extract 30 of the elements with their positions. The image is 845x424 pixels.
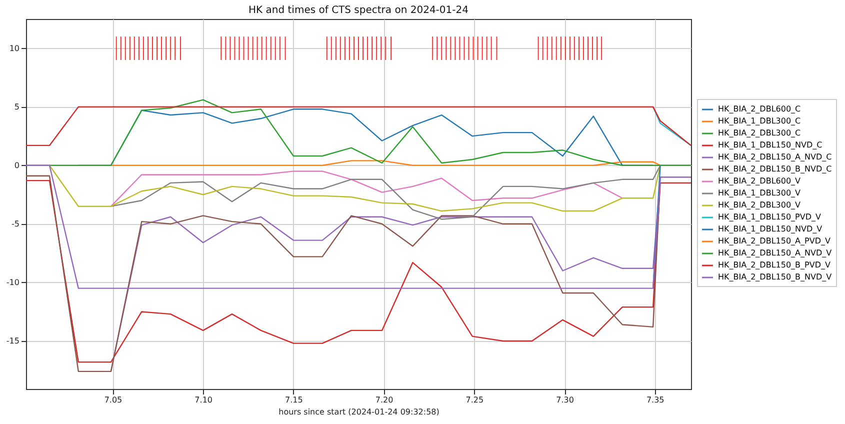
y-tick-label: 5: [14, 102, 20, 112]
legend-label: HK_BIA_2_DBL150_A_NVD_C: [718, 152, 832, 162]
x-tick-label: 7.15: [285, 396, 303, 404]
legend-label: HK_BIA_2_DBL600_V: [718, 176, 802, 186]
legend-label: HK_BIA_2_DBL600_C: [718, 104, 802, 114]
x-tick-label: 7.35: [646, 396, 664, 404]
legend-label: HK_BIA_2_DBL300_C: [718, 128, 802, 138]
legend-label: HK_BIA_1_DBL150_NVD_V: [718, 224, 823, 234]
x-tick-label: 7.10: [194, 396, 212, 404]
x-tick-label: 7.30: [556, 396, 574, 404]
x-tick-label: 7.25: [466, 396, 484, 404]
legend-label: HK_BIA_2_DBL150_B_NVD_V: [718, 272, 832, 282]
legend-label: HK_BIA_2_DBL300_V: [718, 200, 802, 210]
y-tick-label: 0: [14, 160, 20, 170]
legend-label: HK_BIA_1_DBL300_V: [718, 188, 802, 198]
legend-label: HK_BIA_2_DBL150_B_PVD_V: [718, 260, 831, 270]
legend-label: HK_BIA_2_DBL150_A_NVD_V: [718, 248, 832, 258]
y-tick-label: -15: [6, 336, 20, 346]
legend-label: HK_BIA_1_DBL300_C: [718, 116, 802, 126]
legend-label: HK_BIA_2_DBL150_B_NVD_C: [718, 164, 832, 174]
y-tick-label: 10: [9, 44, 20, 53]
legend-label: HK_BIA_2_DBL150_A_PVD_V: [718, 236, 831, 246]
x-axis-title: hours since start (2024-01-24 09:32:58): [278, 408, 440, 416]
chart-title: HK and times of CTS spectra on 2024-01-24: [248, 5, 468, 16]
x-tick-label: 7.05: [104, 396, 122, 404]
y-tick-label: -5: [12, 219, 20, 228]
y-tick-label: -10: [6, 278, 20, 287]
legend-label: HK_BIA_1_DBL150_PVD_V: [718, 212, 822, 222]
legend-label: HK_BIA_1_DBL150_NVD_C: [718, 140, 823, 150]
x-tick-label: 7.20: [375, 396, 394, 404]
